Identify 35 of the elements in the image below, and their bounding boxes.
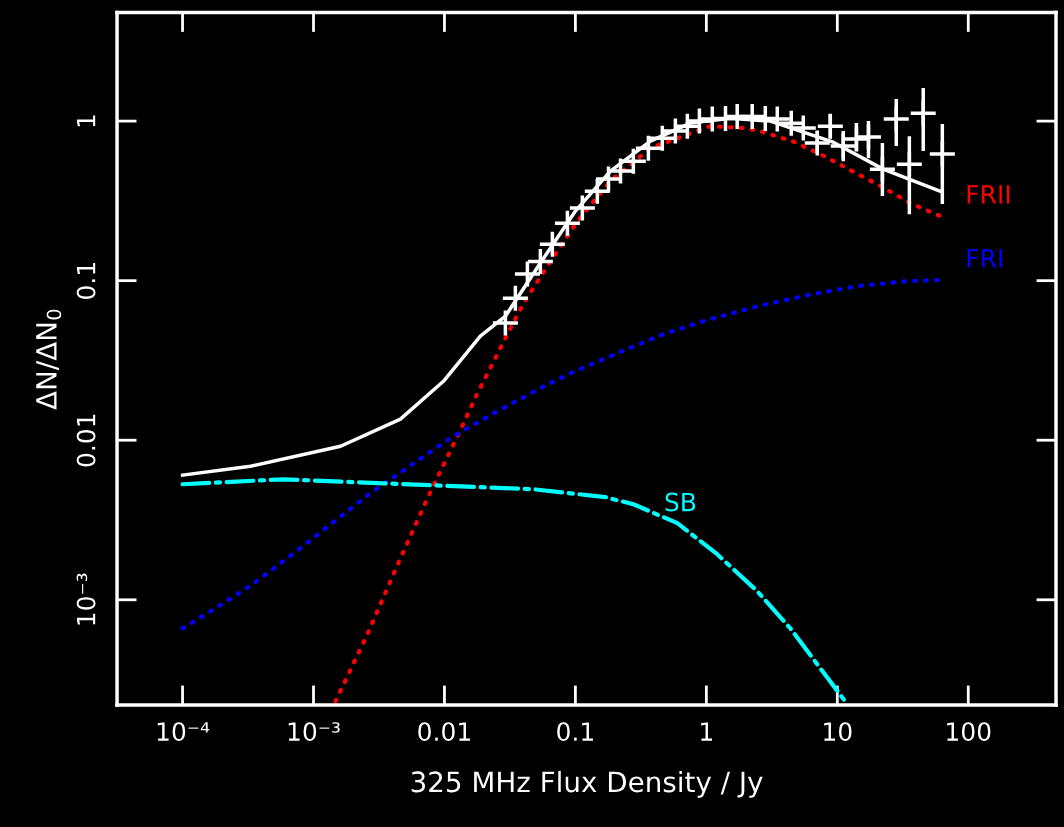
point <box>883 106 909 132</box>
point <box>830 133 856 159</box>
x-axis-title: 325 MHz Flux Density / Jy <box>411 770 763 798</box>
point <box>569 195 595 221</box>
point <box>514 261 540 287</box>
point <box>896 151 922 177</box>
point <box>869 156 895 182</box>
x-tick-label: 10⁻⁴ <box>157 722 210 742</box>
series-label: FRII <box>967 185 1010 204</box>
x-tick-label: 1 <box>701 722 712 741</box>
series-label: FRI <box>967 249 1002 268</box>
point <box>804 130 830 156</box>
point <box>635 135 661 161</box>
x-tick-label: 10⁻³ <box>288 722 340 742</box>
y-tick-label: 10⁻³ <box>76 573 96 625</box>
y-tick-label: 0.01 <box>76 414 96 467</box>
point <box>790 115 816 141</box>
y-tick-label: 1 <box>76 115 96 127</box>
point <box>674 113 700 139</box>
y-tick-label: 0.1 <box>76 263 96 299</box>
x-tick-label: 100 <box>947 722 991 742</box>
point <box>778 110 804 136</box>
series-label: SB <box>665 492 696 512</box>
point <box>554 210 580 236</box>
point <box>620 148 646 174</box>
point <box>596 166 622 192</box>
point <box>502 285 528 311</box>
point <box>855 124 881 150</box>
point <box>817 113 843 139</box>
x-tick-label: 10 <box>824 722 852 742</box>
point <box>910 100 936 126</box>
x-tick-label: 0.01 <box>418 722 470 742</box>
y-axis-title: ΔN/ΔN$_{0}$ <box>36 309 62 410</box>
x-tick-label: 0.1 <box>557 722 593 742</box>
point <box>608 158 633 184</box>
